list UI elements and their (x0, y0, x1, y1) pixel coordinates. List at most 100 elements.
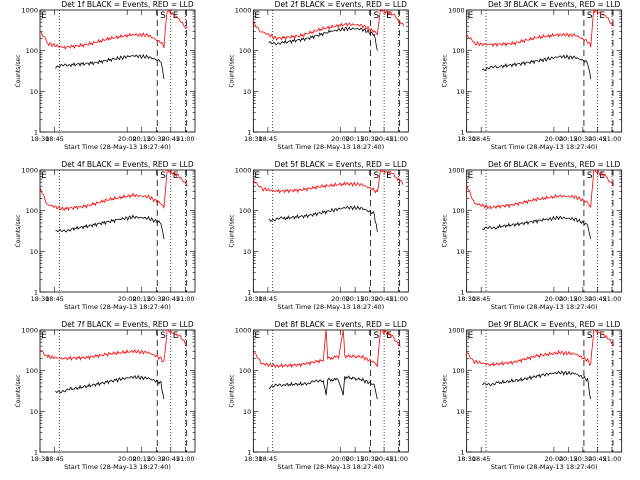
chart-title: Det 8f BLACK = Events, RED = LLD (275, 320, 408, 329)
y-axis-label: Counts/sec (442, 214, 449, 247)
x-tick-label: 20:00 (544, 455, 563, 463)
event-marker-label: E (173, 331, 179, 341)
chart-panel-4: Det 4f BLACK = Events, RED = LLD 1 10 100 10… (15, 160, 196, 311)
x-tick-label: 18:45 (258, 455, 277, 463)
event-marker-label: E (386, 331, 392, 341)
x-tick-label: 20:45 (375, 295, 394, 303)
series-line-lld (466, 169, 615, 210)
chart-title: Det 7f BLACK = Events, RED = LLD (61, 320, 194, 329)
series-line-events (268, 375, 378, 400)
y-axis-label: Counts/sec (15, 374, 22, 407)
plot-frame (39, 329, 196, 453)
event-marker-label: S (587, 11, 593, 21)
x-tick-label: 20:15 (346, 135, 365, 143)
y-tick-label: 10 (30, 408, 38, 416)
x-tick-label: 18:45 (472, 295, 491, 303)
y-tick-label: 10 (243, 408, 251, 416)
y-tick-label: 100 (239, 47, 251, 55)
x-tick-label: 20:30 (574, 135, 593, 143)
x-tick-label: 21:00 (176, 135, 195, 143)
plot-frame (252, 329, 409, 453)
y-tick-label: 1 (34, 129, 38, 137)
event-marker-label: E (386, 11, 392, 21)
x-tick-label: 18:30 (244, 295, 263, 303)
y-tick-label: 1000 (448, 327, 465, 335)
y-axis-label: Counts/sec (442, 374, 449, 407)
x-tick-label: 20:30 (147, 455, 166, 463)
y-tick-label: 1000 (21, 7, 38, 15)
y-tick-label: 10 (30, 248, 38, 256)
chart-panel-1: Det 1f BLACK = Events, RED = LLD 1 10 100 10… (15, 0, 196, 151)
x-axis-label: Start Time (28-May-13 18:27:40) (491, 303, 598, 311)
event-marker-label: S (160, 171, 166, 181)
x-tick-label: 20:00 (331, 455, 350, 463)
event-marker-label: E (254, 331, 260, 341)
y-tick-label: 1000 (21, 167, 38, 175)
plot-frame (466, 9, 623, 133)
x-axis-label: Start Time (28-May-13 18:27:40) (64, 303, 171, 311)
chart-panel-9: Det 9f BLACK = Events, RED = LLD 1 10 100 10… (442, 320, 623, 471)
x-tick-label: 21:00 (176, 295, 195, 303)
plot-frame (466, 169, 623, 293)
chart-title: Det 9f BLACK = Events, RED = LLD (488, 320, 621, 329)
x-tick-label: 20:15 (559, 135, 578, 143)
plot-frame (39, 169, 196, 293)
chart-panel-6: Det 6f BLACK = Events, RED = LLD 1 10 100 10… (442, 160, 623, 311)
x-tick-label: 20:45 (375, 455, 394, 463)
event-marker-label: S (373, 11, 379, 21)
series-line-lld (466, 8, 615, 48)
plot-frame (252, 169, 409, 293)
event-marker-label: E (41, 331, 47, 341)
x-tick-label: 18:30 (31, 295, 50, 303)
event-marker-label: E (599, 331, 605, 341)
x-tick-label: 20:00 (118, 135, 137, 143)
event-marker-label: S (373, 331, 379, 341)
y-tick-label: 1 (34, 289, 38, 297)
chart-title: Det 3f BLACK = Events, RED = LLD (488, 0, 621, 9)
series-line-lld (253, 9, 405, 42)
event-marker-label: S (373, 171, 379, 181)
y-tick-label: 100 (239, 207, 251, 215)
x-tick-label: 18:30 (457, 295, 476, 303)
y-tick-label: 1 (247, 449, 251, 457)
chart-title: Det 6f BLACK = Events, RED = LLD (488, 160, 621, 169)
y-axis-label: Counts/sec (442, 54, 449, 87)
chart-title: Det 5f BLACK = Events, RED = LLD (275, 160, 408, 169)
series-line-events (55, 374, 165, 400)
x-tick-label: 20:00 (544, 135, 563, 143)
y-axis-label: Counts/sec (228, 374, 235, 407)
event-marker-label: E (386, 171, 392, 181)
y-tick-label: 10 (243, 88, 251, 96)
x-tick-label: 18:30 (31, 135, 50, 143)
y-tick-label: 10 (456, 88, 464, 96)
x-tick-label: 18:30 (457, 455, 476, 463)
chart-title: Det 2f BLACK = Events, RED = LLD (275, 0, 408, 9)
x-tick-label: 18:30 (244, 135, 263, 143)
x-tick-label: 18:45 (45, 135, 64, 143)
x-tick-label: 20:30 (147, 295, 166, 303)
x-tick-label: 20:00 (118, 295, 137, 303)
event-marker-label: E (41, 171, 47, 181)
x-tick-label: 20:30 (574, 455, 593, 463)
series-line-lld (252, 168, 404, 194)
series-line-events (481, 54, 592, 80)
x-tick-label: 20:30 (360, 295, 379, 303)
x-tick-label: 20:30 (360, 135, 379, 143)
x-tick-label: 18:45 (472, 455, 491, 463)
x-tick-label: 21:00 (176, 455, 195, 463)
x-axis-label: Start Time (28-May-13 18:27:40) (277, 463, 384, 471)
y-tick-label: 10 (456, 408, 464, 416)
event-marker-label: S (160, 331, 166, 341)
x-tick-label: 20:45 (588, 295, 607, 303)
x-tick-label: 18:45 (258, 135, 277, 143)
x-tick-label: 20:45 (375, 135, 394, 143)
event-marker-label: S (587, 171, 593, 181)
series-line-events (55, 214, 165, 240)
y-tick-label: 10 (456, 248, 464, 256)
x-tick-label: 20:45 (588, 455, 607, 463)
chart-title: Det 4f BLACK = Events, RED = LLD (61, 160, 194, 169)
series-line-lld (466, 329, 615, 367)
x-tick-label: 20:00 (544, 295, 563, 303)
event-marker-label: E (468, 11, 474, 21)
